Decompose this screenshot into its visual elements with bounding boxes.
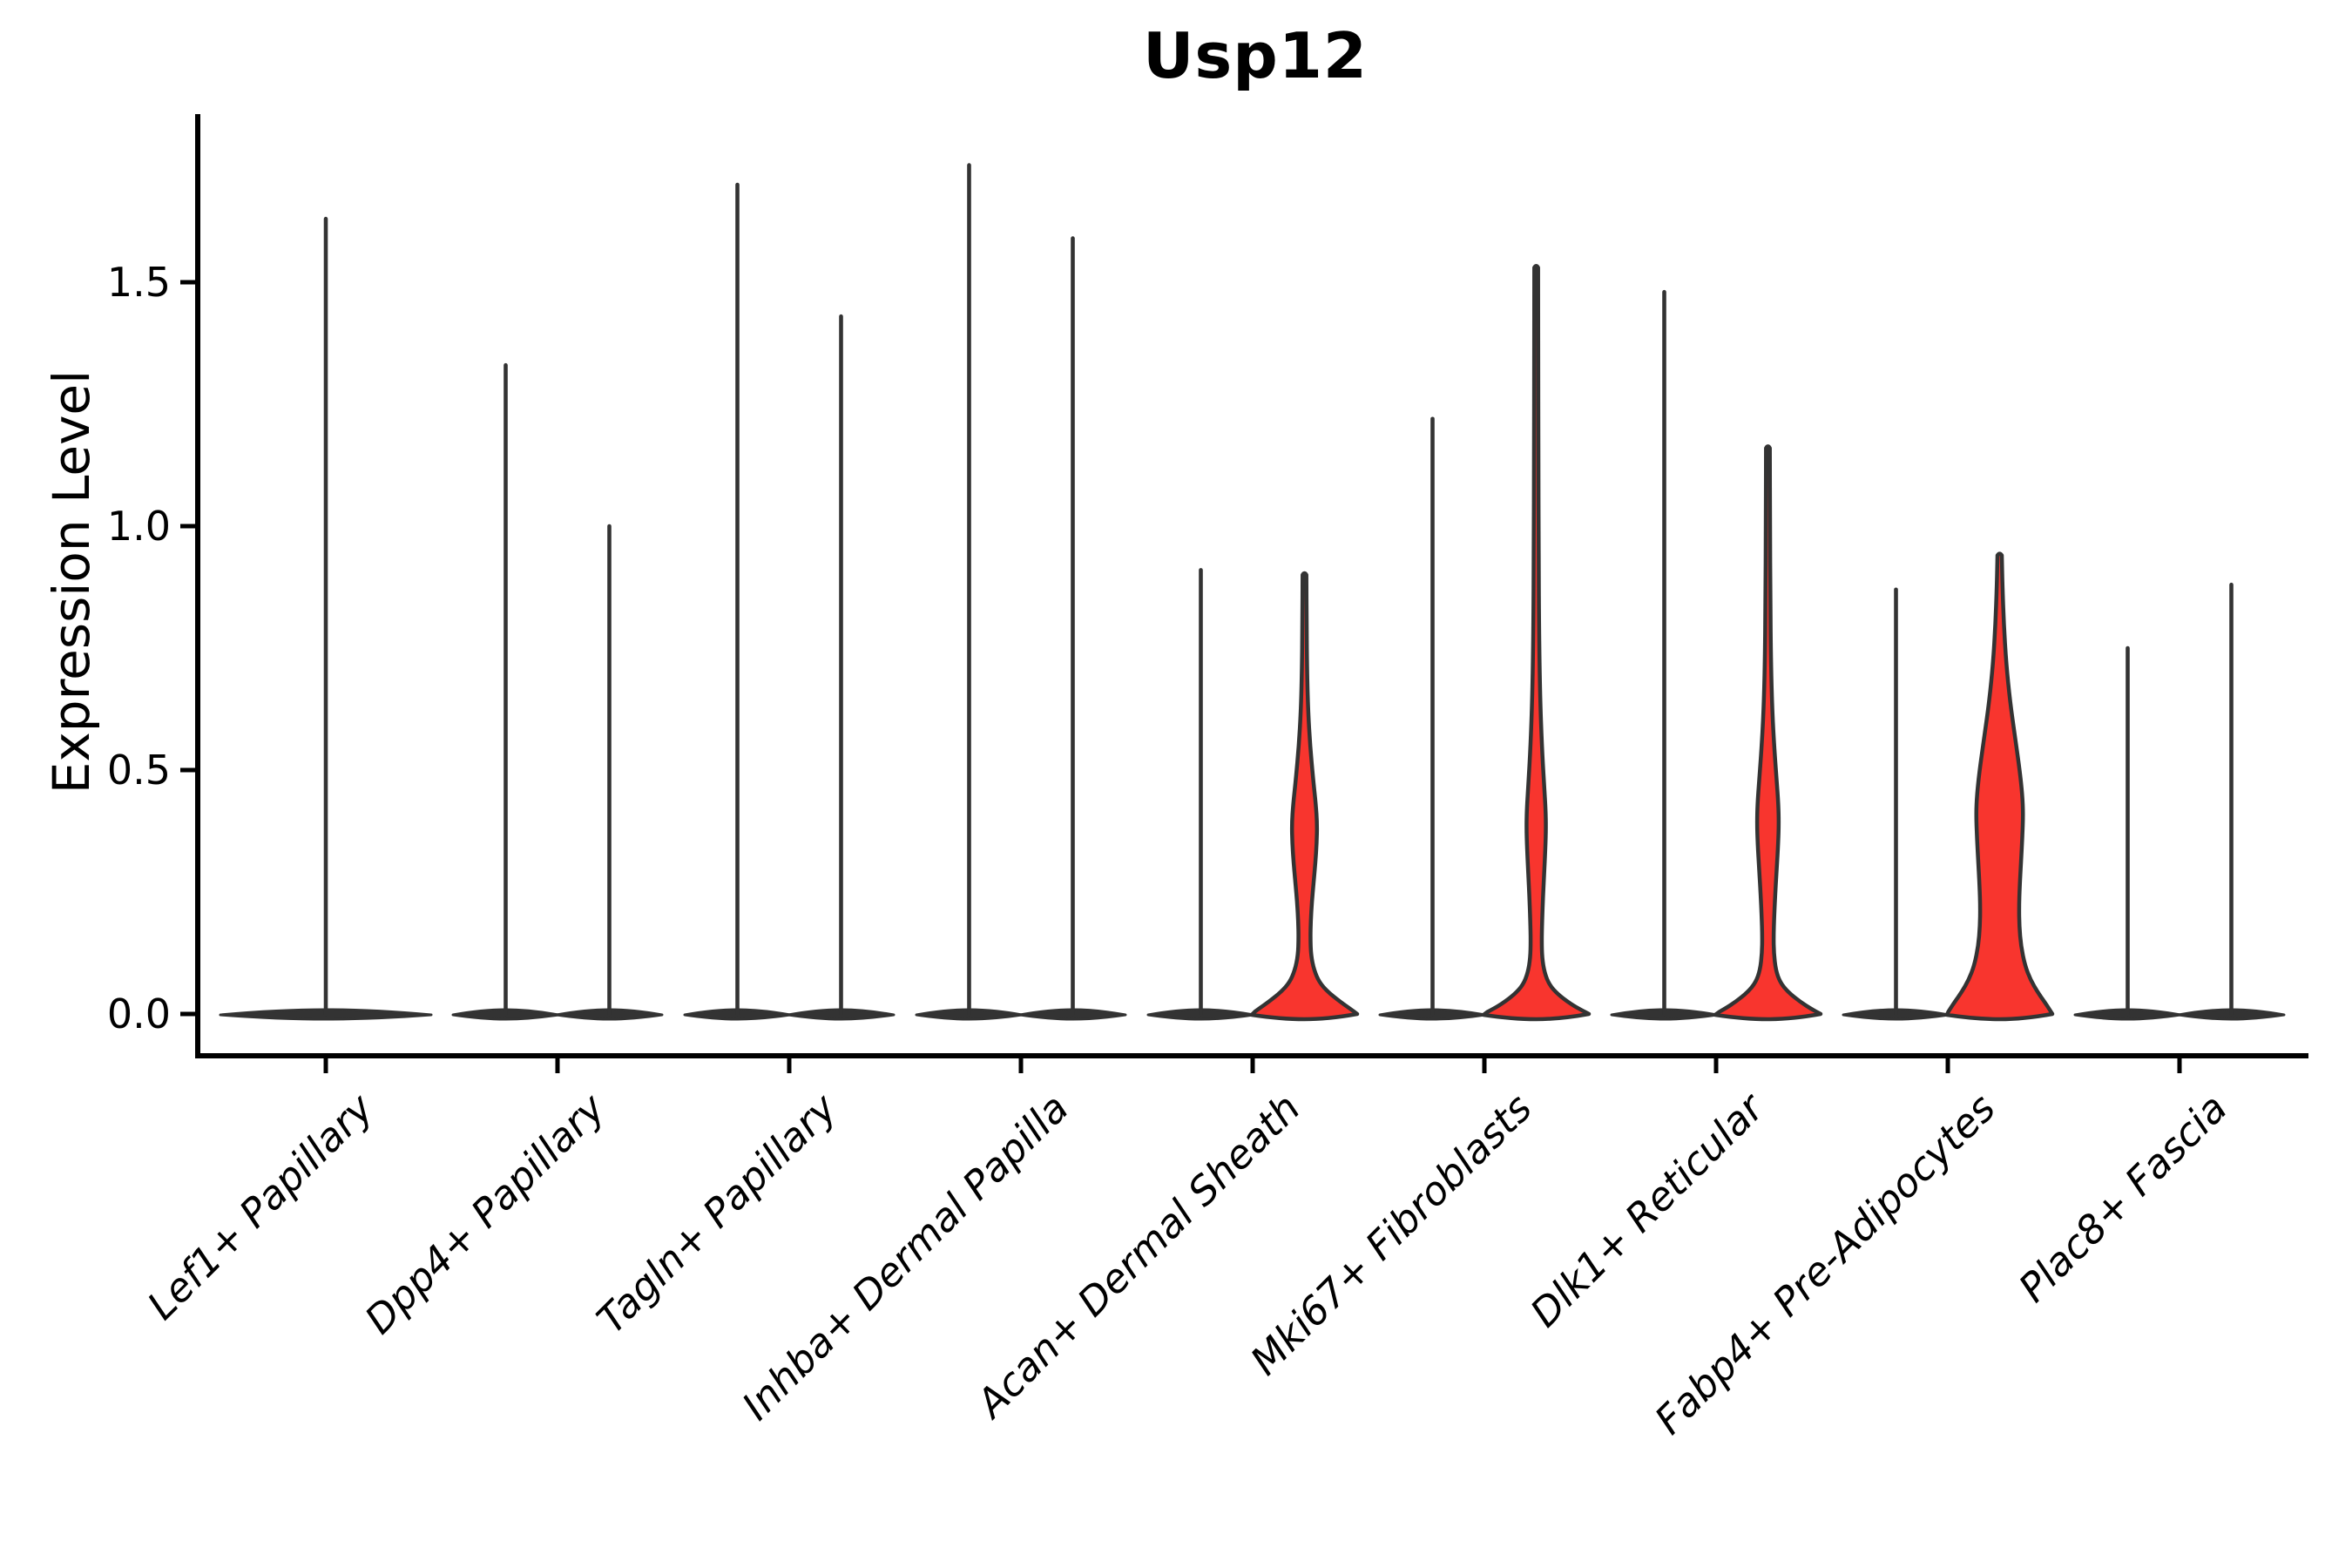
y-tick-label: 0.0 bbox=[106, 990, 171, 1037]
violin-red bbox=[1713, 444, 1823, 1022]
y-tick-label: 1.5 bbox=[106, 259, 171, 306]
y-tick-label: 1.0 bbox=[106, 503, 171, 550]
chart-title: Usp12 bbox=[1142, 19, 1369, 92]
violin-red bbox=[1944, 551, 2055, 1022]
y-axis-title: Expression Level bbox=[42, 369, 101, 794]
violin-red bbox=[1481, 264, 1592, 1022]
y-tick-label: 0.5 bbox=[106, 747, 171, 794]
violin-red bbox=[1249, 571, 1360, 1022]
